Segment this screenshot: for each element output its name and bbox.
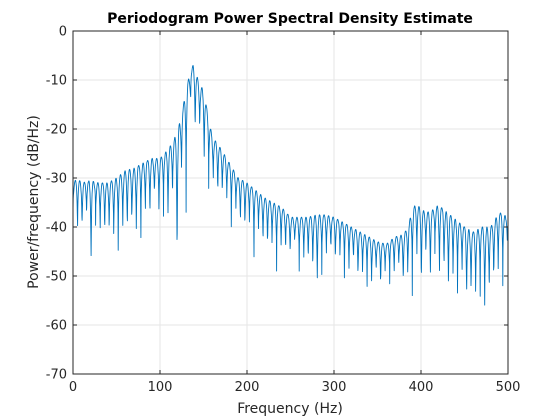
x-tick-label: 0 bbox=[69, 380, 77, 395]
x-tick-label: 400 bbox=[409, 380, 434, 395]
plot-area bbox=[73, 31, 508, 374]
axes-box bbox=[72, 30, 509, 375]
axis-ticks: 0 100 200 300 400 500 0 -10 -20 -30 -40 -50 -60 -70 bbox=[46, 25, 521, 396]
y-axis-label: Power/frequency (dB/Hz) bbox=[26, 115, 42, 289]
y-tick-label: -70 bbox=[46, 368, 67, 383]
x-tick-label: 500 bbox=[496, 380, 521, 395]
x-tick-label: 300 bbox=[322, 380, 347, 395]
y-tick-label: -40 bbox=[46, 221, 67, 236]
x-tick-label: 200 bbox=[235, 380, 260, 395]
chart-title: Periodogram Power Spectral Density Estim… bbox=[107, 11, 473, 27]
y-tick-label: -10 bbox=[46, 74, 67, 89]
y-tick-label: -60 bbox=[46, 319, 67, 334]
y-tick-label: 0 bbox=[59, 25, 67, 40]
y-tick-label: -20 bbox=[46, 123, 67, 138]
y-tick-label: -30 bbox=[46, 172, 67, 187]
y-tick-label: -50 bbox=[46, 270, 67, 285]
x-axis-label: Frequency (Hz) bbox=[237, 401, 343, 417]
x-tick-label: 100 bbox=[148, 380, 173, 395]
psd-series-line bbox=[73, 65, 508, 306]
